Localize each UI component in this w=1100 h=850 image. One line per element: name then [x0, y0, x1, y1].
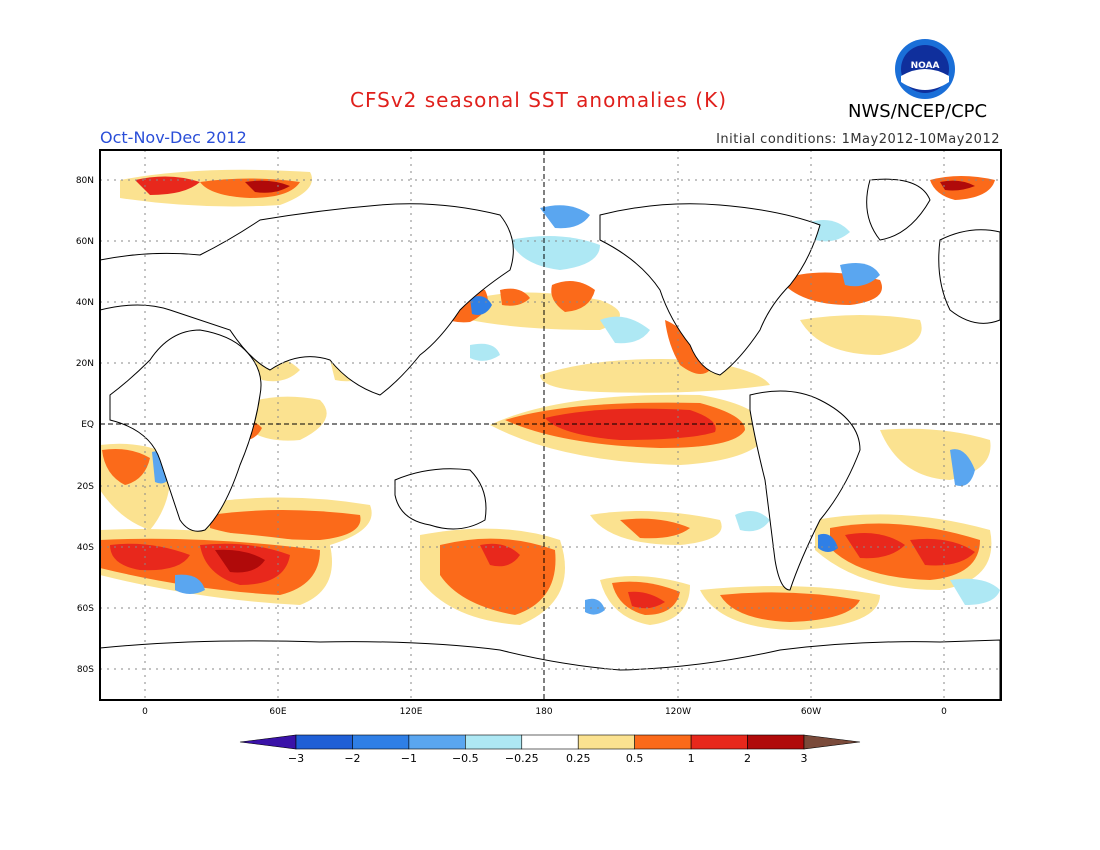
anomaly-patch — [540, 205, 590, 229]
continent-africa — [109, 329, 262, 532]
y-tick-label: 40N — [76, 298, 94, 308]
colorbar-label: −1 — [401, 752, 417, 765]
colorbar-label: 0.5 — [626, 752, 644, 765]
y-tick-label: EQ — [81, 420, 94, 430]
agency-label: NWS/NCEP/CPC — [848, 101, 988, 122]
anomaly-patch — [245, 180, 290, 193]
continent-south-america — [749, 390, 861, 591]
x-tick-label: 0 — [941, 707, 947, 717]
figure-title: CFSv2 seasonal SST anomalies (K) — [350, 88, 727, 112]
initial-conditions: Initial conditions: 1May2012-10May2012 — [716, 132, 1000, 147]
y-tick-label: 40S — [77, 543, 94, 553]
y-tick-label: 60S — [77, 604, 94, 614]
anomaly-patch — [950, 578, 1000, 605]
anomaly-patch — [800, 315, 922, 355]
colorbar: −3 −2 −1 −0.5 −0.25 0.25 0.5 1 2 3 — [239, 734, 861, 765]
anomaly-patch — [600, 316, 650, 344]
x-tick-label: 180 — [535, 707, 552, 717]
continent-north-america — [599, 203, 821, 376]
anomaly-patch — [845, 532, 905, 559]
anomaly-patch — [110, 543, 190, 571]
noaa-logo-text: NOAA — [911, 61, 940, 71]
map-frame — [99, 149, 1002, 701]
anomaly-patch — [940, 180, 975, 191]
noaa-logo: NOAA — [895, 39, 955, 99]
y-tick-label: 80S — [77, 665, 94, 675]
anomaly-patch — [215, 549, 265, 573]
colorbar-segment — [295, 734, 353, 750]
colorbar-label: −0.25 — [505, 752, 539, 765]
anomaly-patch — [620, 518, 690, 539]
season-label: Oct-Nov-Dec 2012 — [100, 128, 247, 147]
colorbar-segment — [634, 734, 692, 750]
continent-europe-west — [938, 229, 1001, 324]
colorbar-label: 3 — [801, 752, 808, 765]
continent-greenland — [866, 178, 931, 241]
anomaly-patch — [102, 449, 150, 485]
anomaly-fields — [100, 169, 1000, 630]
continent-australia — [394, 468, 487, 530]
colorbar-segment — [239, 734, 297, 750]
colorbar-segment — [690, 734, 748, 750]
anomaly-patch — [910, 538, 975, 566]
y-tick-label: 20N — [76, 359, 94, 369]
anomaly-patch — [720, 592, 860, 622]
continent-eurasia — [100, 203, 514, 396]
anomaly-patch — [585, 598, 605, 615]
gridlines — [100, 150, 1001, 700]
colorbar-label: 0.25 — [566, 752, 591, 765]
y-tick-label: 60N — [76, 237, 94, 247]
y-tick-label: 80N — [76, 176, 94, 186]
colorbar-segment — [408, 734, 466, 750]
anomaly-patch — [628, 591, 665, 609]
colorbar-segment — [577, 734, 635, 750]
x-tick-label: 120W — [665, 707, 691, 717]
anomaly-patch — [175, 574, 205, 594]
anomaly-patch — [480, 543, 520, 567]
x-tick-label: 60E — [269, 707, 286, 717]
coastlines — [100, 178, 1001, 700]
anomaly-patch — [210, 510, 361, 540]
anomaly-patch — [470, 343, 500, 361]
anomaly-patch — [735, 511, 770, 532]
anomaly-patch — [440, 538, 556, 615]
colorbar-segment — [352, 734, 410, 750]
y-tick-label: 20S — [77, 482, 94, 492]
x-tick-label: 120E — [400, 707, 423, 717]
colorbar-label: 1 — [688, 752, 695, 765]
colorbar-label: 2 — [744, 752, 751, 765]
x-tick-label: 60W — [801, 707, 821, 717]
anomaly-patch — [950, 449, 975, 486]
colorbar-label: −0.5 — [452, 752, 479, 765]
colorbar-segment — [803, 734, 861, 750]
x-tick-label: 0 — [142, 707, 148, 717]
continent-antarctica — [100, 639, 1001, 700]
anomaly-patch — [500, 288, 530, 306]
colorbar-segment — [747, 734, 805, 750]
colorbar-segment — [465, 734, 523, 750]
colorbar-label: −3 — [288, 752, 304, 765]
colorbar-segment — [521, 734, 579, 750]
anomaly-patch — [135, 176, 200, 195]
anomaly-patch — [551, 281, 595, 312]
anomaly-patch — [510, 236, 600, 270]
colorbar-label: −2 — [344, 752, 360, 765]
anomaly-patch — [470, 296, 492, 315]
anomaly-patch — [840, 262, 880, 287]
